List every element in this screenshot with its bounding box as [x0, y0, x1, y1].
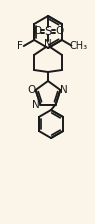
Text: N: N	[61, 85, 68, 95]
Text: O: O	[33, 26, 41, 36]
Text: S: S	[44, 24, 52, 37]
Text: O: O	[28, 85, 36, 95]
Text: N: N	[44, 39, 52, 49]
Text: N: N	[32, 99, 40, 110]
Text: CH₃: CH₃	[69, 41, 87, 50]
Text: O: O	[55, 26, 63, 36]
Text: F: F	[17, 41, 23, 51]
